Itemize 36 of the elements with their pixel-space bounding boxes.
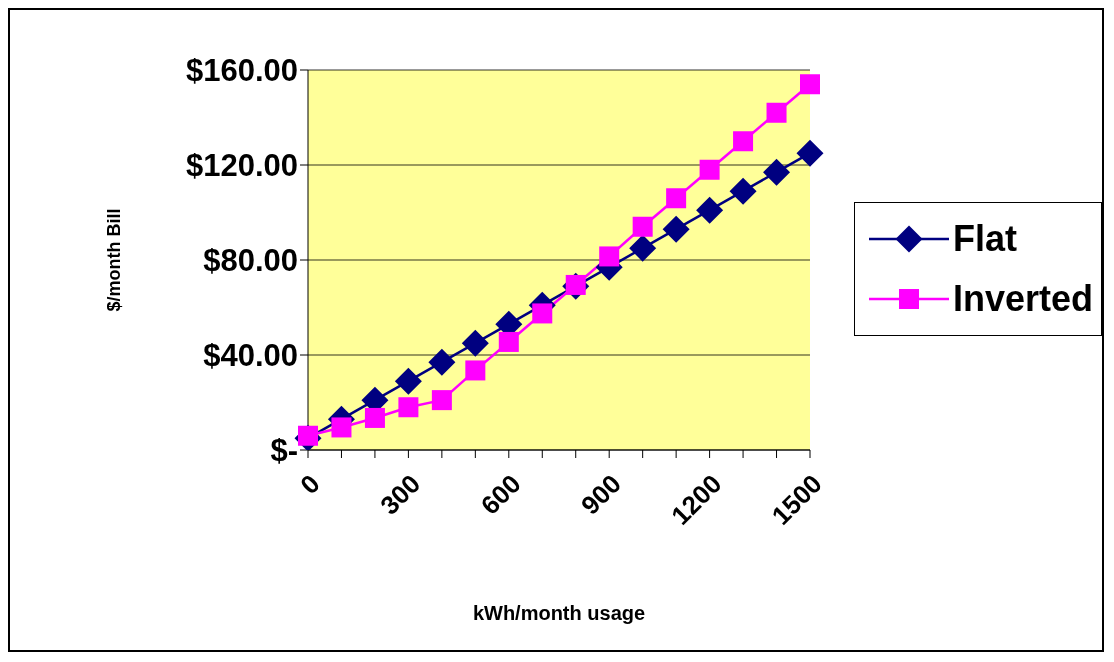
y-tick-label: $120.00 bbox=[185, 148, 298, 184]
legend-label: Flat bbox=[952, 218, 1017, 260]
point bbox=[699, 159, 720, 180]
point bbox=[800, 74, 820, 95]
point bbox=[331, 417, 352, 438]
point bbox=[666, 188, 687, 209]
point bbox=[733, 131, 754, 152]
point bbox=[729, 177, 757, 205]
y-tick-label: $40.00 bbox=[203, 338, 298, 374]
x-tick-label: 900 bbox=[575, 468, 628, 521]
point bbox=[696, 196, 724, 224]
x-tick-label: 600 bbox=[474, 468, 527, 521]
point bbox=[398, 397, 419, 418]
point bbox=[461, 329, 489, 357]
point bbox=[766, 102, 787, 123]
point bbox=[498, 331, 519, 352]
point bbox=[394, 367, 422, 395]
point bbox=[662, 215, 690, 243]
point bbox=[763, 158, 791, 186]
point bbox=[629, 234, 657, 262]
x-axis-title: kWh/month usage bbox=[472, 602, 646, 624]
point bbox=[532, 303, 553, 324]
point bbox=[796, 139, 824, 167]
x-tick-label: 300 bbox=[374, 468, 427, 521]
point bbox=[364, 407, 385, 428]
x-tick-label: 0 bbox=[294, 468, 326, 501]
point bbox=[465, 360, 486, 381]
point bbox=[632, 216, 653, 237]
y-tick-label: $160.00 bbox=[185, 53, 298, 88]
y-axis-title: $/month Bill bbox=[104, 208, 125, 312]
y-tick-label: $80.00 bbox=[203, 243, 298, 279]
point bbox=[599, 246, 620, 267]
point bbox=[428, 348, 456, 376]
y-tick-label: $- bbox=[270, 433, 298, 469]
legend-label: Inverted bbox=[952, 278, 1093, 320]
point bbox=[431, 390, 452, 411]
